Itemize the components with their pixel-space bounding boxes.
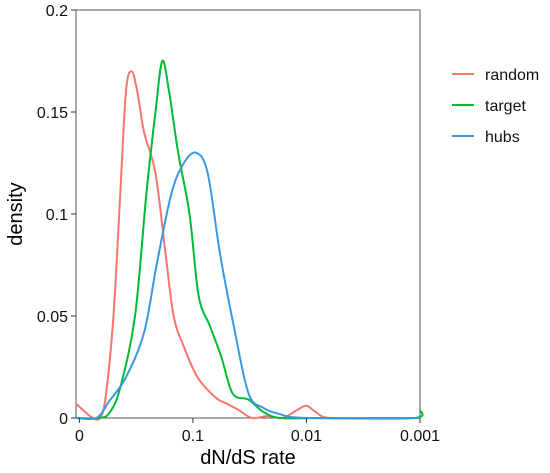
y-tick-label: 0.1 bbox=[46, 207, 68, 224]
series-line-random bbox=[75, 70, 420, 421]
plot-panel bbox=[75, 9, 421, 419]
y-tick-label: 0.15 bbox=[37, 105, 68, 122]
legend-label-random: random bbox=[485, 67, 539, 84]
y-tick-label: 0 bbox=[59, 411, 68, 428]
legend: random target hubs bbox=[452, 67, 539, 146]
legend-label-hubs: hubs bbox=[485, 129, 520, 146]
y-tick-label: 0.2 bbox=[46, 3, 68, 20]
x-tick-label: 0 bbox=[75, 428, 84, 445]
x-tick-label: 0.001 bbox=[400, 428, 440, 445]
x-axis-title: dN/dS rate bbox=[200, 447, 296, 469]
x-tick-label: 0.01 bbox=[291, 428, 322, 445]
y-tick-label: 0.05 bbox=[37, 309, 68, 326]
series-layer bbox=[75, 59, 424, 421]
y-axis-title: density bbox=[5, 182, 27, 245]
tick-layer: 0 0.05 0.1 0.15 0.2 0 0.1 0.01 0.001 bbox=[37, 3, 440, 445]
legend-label-target: target bbox=[485, 98, 526, 115]
series-line-hubs bbox=[75, 151, 421, 421]
x-tick-label: 0.1 bbox=[182, 428, 204, 445]
